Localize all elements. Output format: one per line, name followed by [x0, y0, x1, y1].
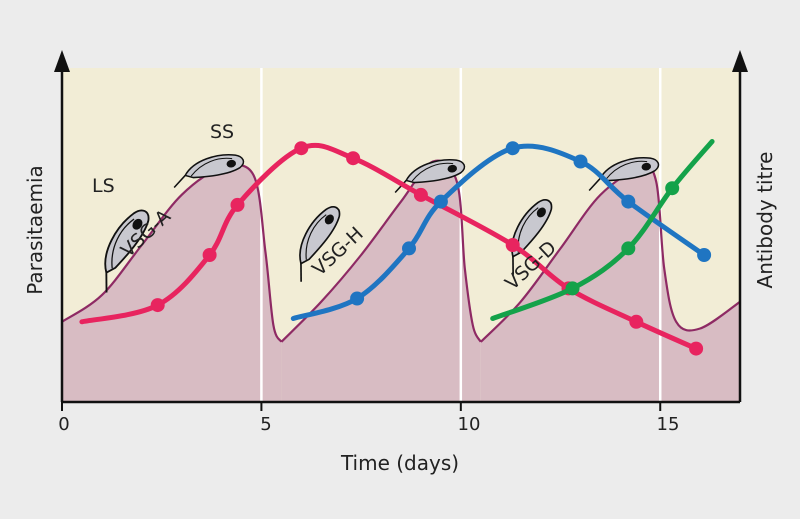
- plot-layer: [54, 50, 748, 411]
- right-axis-title: Antibody titre: [753, 152, 777, 289]
- parasitaemia-area-3: [480, 166, 740, 402]
- trypanosome-long-slender-flagellum: [111, 218, 135, 269]
- trypanosome-stumpy-1-tail: [173, 174, 186, 189]
- point-vsg-h-8: [697, 248, 712, 262]
- point-vsg-d-4: [665, 181, 680, 196]
- trypanosome-long-slender: [104, 209, 150, 293]
- point-vsg-h-3: [402, 241, 416, 256]
- trypanosome-stumpy-3-flagellum: [605, 160, 648, 180]
- point-vsg-a-7: [413, 187, 428, 202]
- trypanosome-stumpy-3-nucleus: [641, 162, 651, 171]
- point-vsg-a-11: [689, 341, 704, 356]
- trypanosome-stumpy-2-tail: [394, 179, 407, 194]
- x-tick-label-0: 0: [58, 414, 69, 435]
- point-vsg-a-6: [346, 151, 361, 166]
- point-vsg-h-4: [433, 194, 448, 209]
- point-vsg-a-8: [505, 238, 520, 252]
- trypanosome-stumpy-1-body: [184, 153, 245, 179]
- point-vsg-d-3: [621, 241, 636, 256]
- point-vsg-a-4: [230, 197, 245, 212]
- trypanosome-slender-2-tail: [300, 263, 302, 282]
- point-vsg-d-2: [565, 281, 580, 296]
- x-axis-title: Time (days): [340, 451, 459, 475]
- trypanosome-stumpy-3-body: [599, 156, 660, 182]
- point-vsg-a-10: [629, 314, 644, 329]
- label-ss: SS: [210, 121, 234, 143]
- x-tick-label-10: 10: [458, 414, 481, 435]
- trypanosome-slender-3-nucleus: [536, 207, 546, 218]
- point-vsg-h-2: [350, 291, 365, 306]
- trypanosome-slender-2: [299, 206, 341, 282]
- trypanosome-long-slender-nucleus: [132, 218, 143, 230]
- x-tick-label-5: 5: [260, 414, 271, 435]
- point-vsg-h-7: [621, 194, 636, 209]
- trypanosome-stumpy-2-body: [405, 158, 466, 184]
- trypanosome-slender-2-flagellum: [305, 214, 327, 260]
- left-axis-title: Parasitaemia: [23, 165, 47, 295]
- trypanosome-stumpy-1-flagellum: [190, 157, 233, 177]
- point-vsg-a-2: [150, 298, 165, 313]
- trypanosome-stumpy-2: [394, 158, 466, 194]
- trypanosome-stumpy-2-nucleus: [447, 164, 457, 173]
- point-vsg-h-5: [505, 141, 520, 156]
- point-vsg-h-6: [573, 154, 588, 169]
- x-tick-label-15: 15: [657, 414, 680, 435]
- trypanosome-slender-3: [511, 199, 553, 275]
- left-axis-arrow: [54, 50, 70, 72]
- point-vsg-a-3: [202, 248, 217, 262]
- trypanosome-stumpy-1: [173, 153, 245, 189]
- trypanosome-long-slender-tail: [105, 272, 108, 293]
- trypanosome-slender-2-nucleus: [324, 214, 334, 225]
- trypanosome-stumpy-1-nucleus: [226, 159, 236, 168]
- trypanosome-stumpy-3-tail: [588, 177, 601, 192]
- label-ls: LS: [92, 175, 115, 197]
- trypanosome-slender-3-tail: [512, 256, 514, 275]
- trypanosome-stumpy-2-flagellum: [411, 162, 454, 182]
- trypanosome-stumpy-3: [588, 156, 660, 192]
- right-axis-arrow: [732, 50, 748, 72]
- point-vsg-a-5: [294, 141, 309, 156]
